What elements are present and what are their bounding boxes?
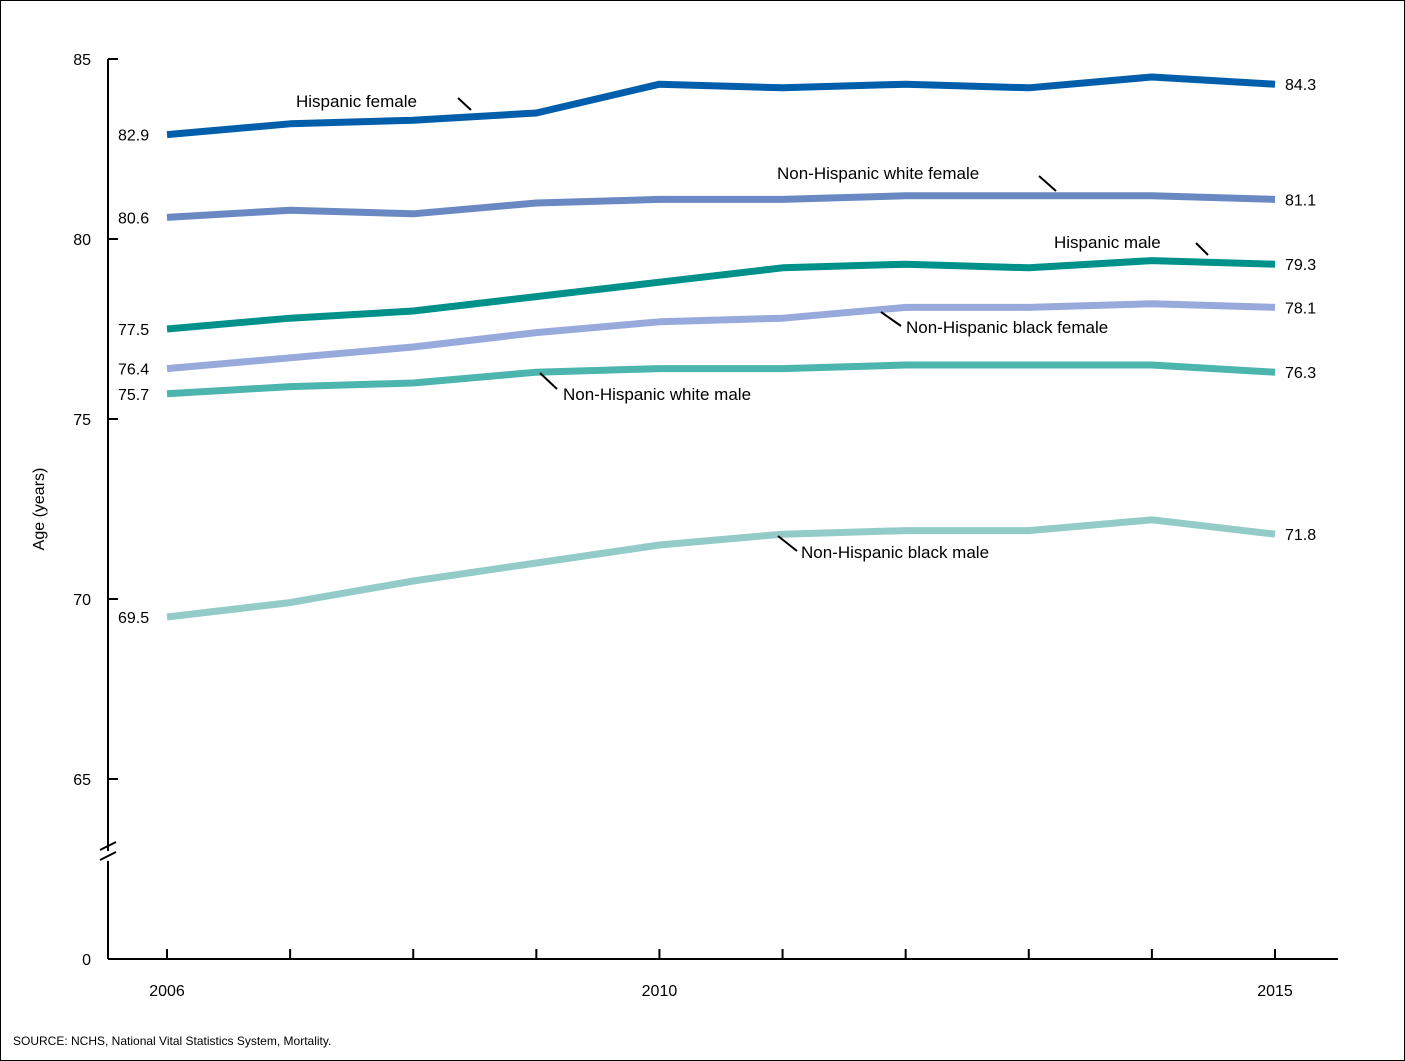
end-value-label: 76.3 — [1285, 365, 1316, 382]
series-name-label: Non-Hispanic white female — [777, 164, 979, 183]
series-line — [166, 361, 1276, 398]
axis-break-mark — [99, 841, 117, 851]
y-tick-label: 0 — [82, 952, 91, 969]
end-value-label: 81.1 — [1285, 192, 1316, 209]
x-tick-label: 2015 — [1257, 983, 1293, 1000]
series-name-label: Hispanic male — [1054, 233, 1161, 252]
series-leader-line — [539, 372, 558, 390]
start-value-label: 77.5 — [118, 322, 149, 339]
end-value-label: 84.3 — [1285, 77, 1316, 94]
start-value-label: 82.9 — [118, 128, 149, 145]
y-tick-label: 65 — [73, 772, 91, 789]
end-value-label: 79.3 — [1285, 257, 1316, 274]
start-value-label: 76.4 — [118, 362, 149, 379]
series-leader-line — [880, 311, 902, 327]
series-name-label: Hispanic female — [296, 92, 417, 111]
y-tick-label: 85 — [73, 52, 91, 69]
series-name-label: Non-Hispanic black female — [906, 318, 1108, 337]
series-line — [166, 192, 1276, 221]
line-chart: 0 65 70 75 80 85 2006 2010 2015 82.9 84.3 Hispanic… — [31, 52, 1338, 1000]
label-layer: 82.9 84.3 Hispanic female 80.6 81.1 Non-Hispa… — [118, 77, 1316, 627]
series-name-label: Non-Hispanic black male — [801, 543, 989, 562]
y-tick-label: 70 — [73, 592, 91, 609]
series-line — [166, 73, 1276, 139]
series-line — [166, 257, 1276, 333]
series-name-label: Non-Hispanic white male — [563, 385, 751, 404]
y-tick-label: 75 — [73, 412, 91, 429]
axes: 0 65 70 75 80 85 2006 2010 2015 — [73, 52, 1338, 1000]
series-line — [166, 300, 1276, 373]
end-value-label: 78.1 — [1285, 300, 1316, 317]
x-tick-label: 2006 — [149, 983, 185, 1000]
series-leader-line — [777, 535, 798, 552]
series-leader-line — [1038, 175, 1057, 192]
series-leader-line — [457, 97, 472, 111]
y-tick-label: 80 — [73, 232, 91, 249]
start-value-label: 80.6 — [118, 210, 149, 227]
y-axis-label: Age (years) — [31, 468, 48, 551]
x-tick-label: 2010 — [642, 983, 678, 1000]
end-value-label: 71.8 — [1285, 527, 1316, 544]
series-leader-line — [1195, 242, 1209, 256]
series-line — [166, 516, 1276, 621]
start-value-label: 75.7 — [118, 387, 149, 404]
series-layer — [166, 73, 1276, 621]
start-value-label: 69.5 — [118, 610, 149, 627]
source-note: SOURCE: NCHS, National Vital Statistics … — [13, 1034, 332, 1048]
axis-break-mark — [99, 851, 117, 861]
